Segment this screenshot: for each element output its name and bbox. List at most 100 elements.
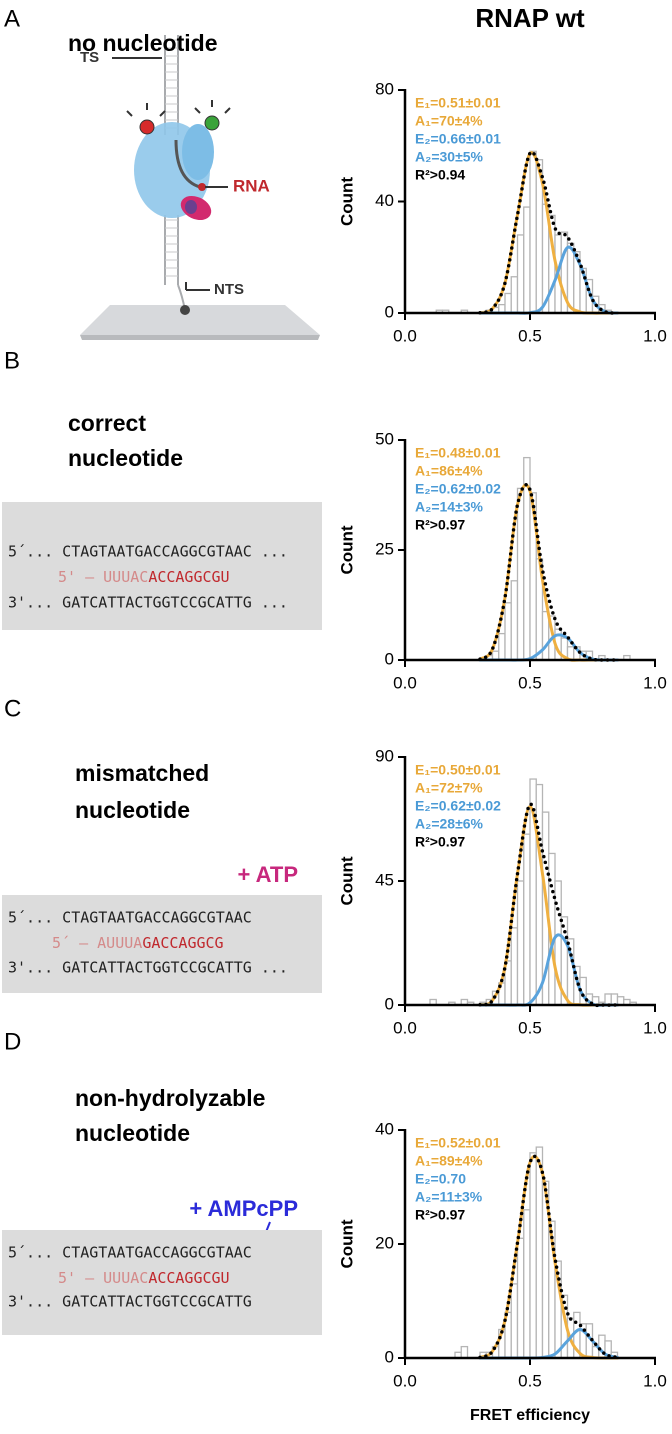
rna-sequence: 5' – UUUACACCAGGCGU [58,1269,230,1287]
fit-annotation: R²>0.97 [415,834,465,850]
x-tick-label: 0.5 [518,1018,542,1037]
fit-annotation: E₂=0.70 [415,1171,466,1187]
fit-annotation: R²>0.94 [415,167,465,183]
condition: no nucleotide [68,30,218,56]
strand [174,139,201,189]
histogram-bar [535,783,544,1006]
x-tick-label: 0.5 [518,673,542,692]
fit-annotation: A₁=89±4% [415,1153,483,1169]
glow [126,100,231,117]
y-tick-label: 0 [385,994,394,1013]
x-tick-label: 1.0 [643,326,667,345]
surface-edge [80,335,320,340]
histogram-bar [516,880,525,1006]
rna-end [198,183,206,191]
x-tick-label: 0.0 [393,1371,417,1390]
x-tick-label: 1.0 [643,673,667,692]
fit-annotation: A₁=72±7% [415,780,483,796]
rna-part: ACCAGGCGU [148,1269,229,1287]
rna-part: 5' – UUUAC [58,568,148,586]
nucleotide: + AMPcPP [189,1196,298,1221]
y-tick-label: 45 [375,870,394,889]
fit-annotation: E₁=0.52±0.01 [415,1135,501,1151]
condition: mismatched [75,760,209,786]
histogram-bar [529,1152,537,1359]
histogram-bar [498,632,506,661]
rna-sequence: 5´ – AUUUAGACCAGGCG [52,934,224,952]
fit-annotation: A₂=14±3% [415,499,484,515]
diagram-label: NTS [214,281,244,298]
x-tick-label: 0.5 [518,326,542,345]
sequence-bottom: 3'... GATCATTACTGGTCCGCATTG [8,1293,252,1311]
panel-label: D [4,1028,21,1055]
sequence-box [2,1230,322,1335]
y-axis-label: Count [337,525,356,574]
fit-curve [478,1154,620,1360]
sigma-core [185,200,197,214]
condition: non-hydrolyzable [75,1085,265,1111]
rna-part: GACCAGGCG [142,934,223,952]
x-tick-label: 1.0 [643,1371,667,1390]
histogram-bar [523,833,531,1006]
histogram-bar [604,993,612,1006]
y-tick-label: 0 [385,302,394,321]
histogram-bar [541,610,550,661]
condition: nucleotide [68,445,183,471]
x-axis-label: FRET efficiency [470,1407,590,1424]
condition: nucleotide [75,1120,190,1146]
fit-annotation: E₁=0.50±0.01 [415,762,501,778]
y-tick-label: 50 [375,429,394,448]
fit-annotation: A₁=86±4% [415,463,483,479]
fit-annotation: A₂=28±6% [415,816,484,832]
nucleotide: + ATP [237,862,298,887]
panel-label: A [4,5,20,32]
histogram-bar [535,1146,544,1359]
sequence-box [2,502,322,630]
panel-label: C [4,695,21,722]
histogram-bar [516,234,525,314]
histogram-bar [610,993,619,1006]
histogram-bar [523,206,531,314]
fit-annotation: A₂=30±5% [415,149,484,165]
histogram-bar [510,580,519,661]
sequence-bottom: 3'... GATCATTACTGGTCCGCATTG ... [8,959,288,977]
fit-curve [478,150,620,315]
dna [164,35,186,311]
histogram-bar [510,927,519,1006]
schematic: TS RNA NTS [80,35,320,340]
y-axis-label: Count [337,177,356,226]
fit-annotation: R²>0.97 [415,1207,465,1223]
rna-part: 5' – UUUAC [58,1269,148,1287]
y-tick-label: 0 [385,1347,394,1366]
fit-annotation: E₂=0.66±0.01 [415,131,501,147]
histogram-bar [510,1283,519,1359]
condition: correct [68,410,146,436]
panel-label: B [4,347,20,374]
histogram-bar [516,1237,525,1359]
fit-annotation: E₁=0.51±0.01 [415,95,501,111]
y-axis-label: Count [337,856,356,905]
sequence-box [2,895,322,993]
biotin [180,305,190,315]
fit-annotation: A₂=11±3% [415,1189,483,1205]
x-tick-label: 0.5 [518,1371,542,1390]
histogram-bar [523,1209,531,1359]
rna-part: 5´ – AUUUA [52,934,142,952]
y-tick-label: 25 [375,539,394,558]
donor [204,115,220,131]
rna-sequence: 5' – UUUACACCAGGCGU [58,568,230,586]
x-tick-label: 1.0 [643,1018,667,1037]
x-tick-label: 0.0 [393,1018,417,1037]
rna-part: ACCAGGCGU [148,568,229,586]
sequence-bottom: 3'... GATCATTACTGGTCCGCATTG ... [8,594,288,612]
sequence-top: 5´... CTAGTAATGACCAGGCGTAAC [8,1244,252,1262]
y-tick-label: 40 [375,191,394,210]
diagram-label: TS [80,49,99,66]
histogram-bar [504,292,512,314]
y-tick-label: 0 [385,649,394,668]
histogram-bar [460,1345,469,1359]
acceptor [139,119,155,135]
fit-annotation: R²>0.97 [415,517,465,533]
header: RNAP wt [475,3,585,33]
